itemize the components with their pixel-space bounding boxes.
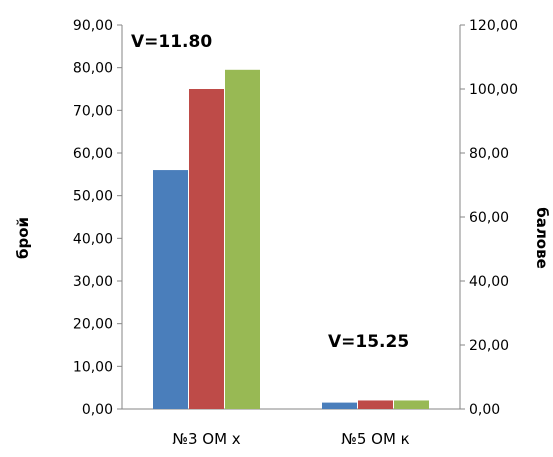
left-tick-label: 70,00 bbox=[73, 103, 113, 119]
category-labels: №3 ОМ х №5 ОМ к bbox=[172, 430, 409, 448]
right-axis-title: балове bbox=[533, 207, 551, 269]
left-tick-label: 80,00 bbox=[73, 61, 113, 77]
left-tick-label: 90,00 bbox=[73, 18, 113, 34]
right-tick-label: 120,00 bbox=[469, 18, 518, 34]
left-tick-label: 10,00 bbox=[73, 359, 113, 375]
bar bbox=[394, 400, 429, 409]
left-tick-label: 50,00 bbox=[73, 189, 113, 205]
bar bbox=[322, 402, 357, 409]
category-label: №3 ОМ х bbox=[172, 430, 240, 448]
left-axis-title: брой bbox=[14, 217, 32, 259]
left-tick-label: 30,00 bbox=[73, 274, 113, 290]
bar bbox=[189, 89, 224, 409]
category-label: №5 ОМ к bbox=[341, 430, 410, 448]
right-tick-label: 80,00 bbox=[469, 146, 509, 162]
right-tick-label: 40,00 bbox=[469, 274, 509, 290]
annotation-v1: V=11.80 bbox=[131, 32, 212, 52]
right-tick-label: 0,00 bbox=[469, 402, 500, 418]
left-tick-label: 40,00 bbox=[73, 231, 113, 247]
left-tick-label: 60,00 bbox=[73, 146, 113, 162]
right-tick-label: 20,00 bbox=[469, 338, 509, 354]
left-tick-label: 0,00 bbox=[82, 402, 113, 418]
left-tick-label: 20,00 bbox=[73, 317, 113, 333]
bar bbox=[153, 170, 188, 409]
bar bbox=[358, 400, 393, 409]
right-y-axis: 0,00 20,00 40,00 60,00 80,00 100,00 120,00 bbox=[459, 18, 518, 418]
right-tick-label: 100,00 bbox=[469, 82, 518, 98]
left-y-axis: 0,00 10,00 20,00 30,00 40,00 50,00 60,00 70,00 8… bbox=[73, 18, 460, 418]
bars-group bbox=[153, 69, 429, 410]
bar bbox=[225, 69, 260, 410]
right-tick-label: 60,00 bbox=[469, 210, 509, 226]
annotation-v2: V=15.25 bbox=[328, 332, 409, 352]
